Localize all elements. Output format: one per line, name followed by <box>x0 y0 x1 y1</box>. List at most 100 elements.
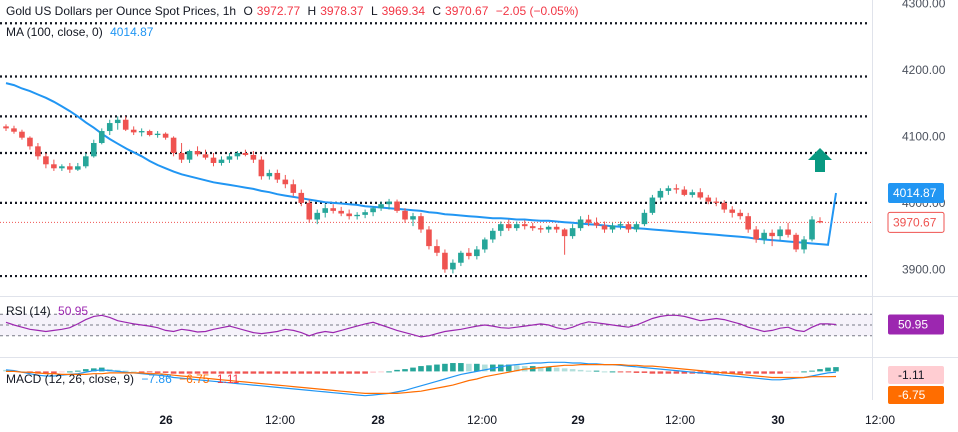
candle-body <box>569 228 576 237</box>
macd-histogram-bar <box>785 371 791 373</box>
macd-histogram-bar <box>793 371 799 373</box>
macd-histogram-bar <box>737 371 743 374</box>
price-legend[interactable]: Gold US Dollars per Ounce Spot Prices, 1… <box>6 4 583 18</box>
candle <box>386 198 392 210</box>
time-axis[interactable]: 26 12:00 28 12:00 29 12:00 30 12:00 <box>159 413 895 427</box>
macd-value: −7.86 <box>141 372 172 386</box>
candle <box>505 219 512 231</box>
candle <box>162 132 169 140</box>
open-label: O <box>243 4 253 18</box>
candle <box>242 149 249 157</box>
candle <box>809 216 815 242</box>
candle-body <box>585 219 592 223</box>
candle-body <box>482 239 488 250</box>
macd-histogram-bar <box>657 371 664 374</box>
macd-histogram-bar <box>418 366 424 372</box>
candle <box>402 208 408 223</box>
macd-histogram-bar <box>617 371 624 373</box>
candle <box>458 250 464 267</box>
high-label: H <box>307 4 317 18</box>
candle-body <box>338 210 344 214</box>
candle-body <box>497 224 504 231</box>
candle <box>426 226 432 250</box>
candle-body <box>170 137 177 153</box>
candle-body <box>442 252 448 270</box>
candle <box>306 199 313 223</box>
macd-histogram-bar <box>434 364 440 372</box>
candle-body <box>513 224 520 229</box>
candle <box>11 125 17 134</box>
macd-histogram-bar <box>186 371 193 374</box>
macd-histogram-bar <box>513 365 520 372</box>
candle <box>482 237 488 253</box>
candle <box>641 209 648 227</box>
candle-body <box>354 214 360 217</box>
macd-histogram-bar <box>545 366 552 372</box>
macd-histogram-bar <box>458 363 464 372</box>
candle <box>490 228 496 243</box>
macd-histogram-bar <box>745 371 751 374</box>
candle <box>793 232 799 253</box>
macd-histogram-bar <box>641 371 648 373</box>
low-value: 3969.34 <box>381 4 426 18</box>
candle-body <box>721 202 728 210</box>
candle <box>146 129 153 137</box>
macd-legend[interactable]: MACD (12, 26, close, 9) −7.86 −6.75 1.11 <box>6 372 243 386</box>
macd-histogram-bar <box>553 367 560 372</box>
candle <box>497 221 504 237</box>
candle <box>114 116 121 130</box>
macd-histogram-bar <box>466 363 472 372</box>
candle <box>681 186 688 197</box>
macd-label: MACD (12, 26, close, 9) <box>6 372 135 386</box>
candle-body <box>162 133 169 138</box>
candle-body <box>785 229 791 235</box>
candle <box>697 188 704 200</box>
macd-histogram-bar <box>585 370 592 372</box>
candle <box>322 204 329 218</box>
macd-histogram-bar <box>801 371 807 373</box>
macd-histogram-bar <box>753 371 759 374</box>
candle-body <box>673 188 680 190</box>
macd-histogram-bar <box>330 371 336 374</box>
candle-body <box>130 129 137 133</box>
candle <box>194 146 201 157</box>
signal-line <box>6 364 837 394</box>
candle <box>138 128 145 137</box>
candle <box>75 162 81 171</box>
candle <box>450 259 456 274</box>
macd-histogram-bar <box>162 371 169 373</box>
candle <box>585 214 592 227</box>
rsi-legend[interactable]: RSI (14) 50.95 <box>6 304 92 318</box>
macd-histogram-bar <box>306 371 313 374</box>
ma-legend[interactable]: MA (100, close, 0) 4014.87 <box>6 25 157 39</box>
candle <box>769 229 775 247</box>
candle-body <box>553 226 560 230</box>
candle-body <box>697 192 704 198</box>
axis-divider <box>872 0 873 400</box>
macd-histogram-bar <box>314 371 321 374</box>
candle-body <box>545 226 552 230</box>
macd-badge <box>888 366 944 384</box>
candle <box>282 174 289 189</box>
macd-histogram-bar <box>218 371 225 374</box>
candle-body <box>90 143 97 157</box>
candle-body <box>298 192 305 203</box>
rsi-line <box>5 314 837 338</box>
macd-histogram-bar <box>386 371 392 373</box>
candle <box>234 150 241 160</box>
candle-body <box>306 202 313 220</box>
candle <box>354 212 360 220</box>
candle <box>154 131 161 138</box>
candle-body <box>178 152 185 160</box>
candle <box>250 150 257 163</box>
candle-body <box>202 154 209 158</box>
macd-histogram-bar <box>178 371 185 374</box>
candle-body <box>609 225 616 230</box>
candle-body <box>466 252 472 257</box>
candle-body <box>681 189 688 195</box>
price-axis[interactable]: 4300.004200.004100.004000.003900.004014.… <box>887 0 946 276</box>
macd-histogram-bar <box>569 369 576 372</box>
candle-body <box>737 212 743 217</box>
candle-body <box>114 119 121 124</box>
candle-body <box>11 128 17 132</box>
